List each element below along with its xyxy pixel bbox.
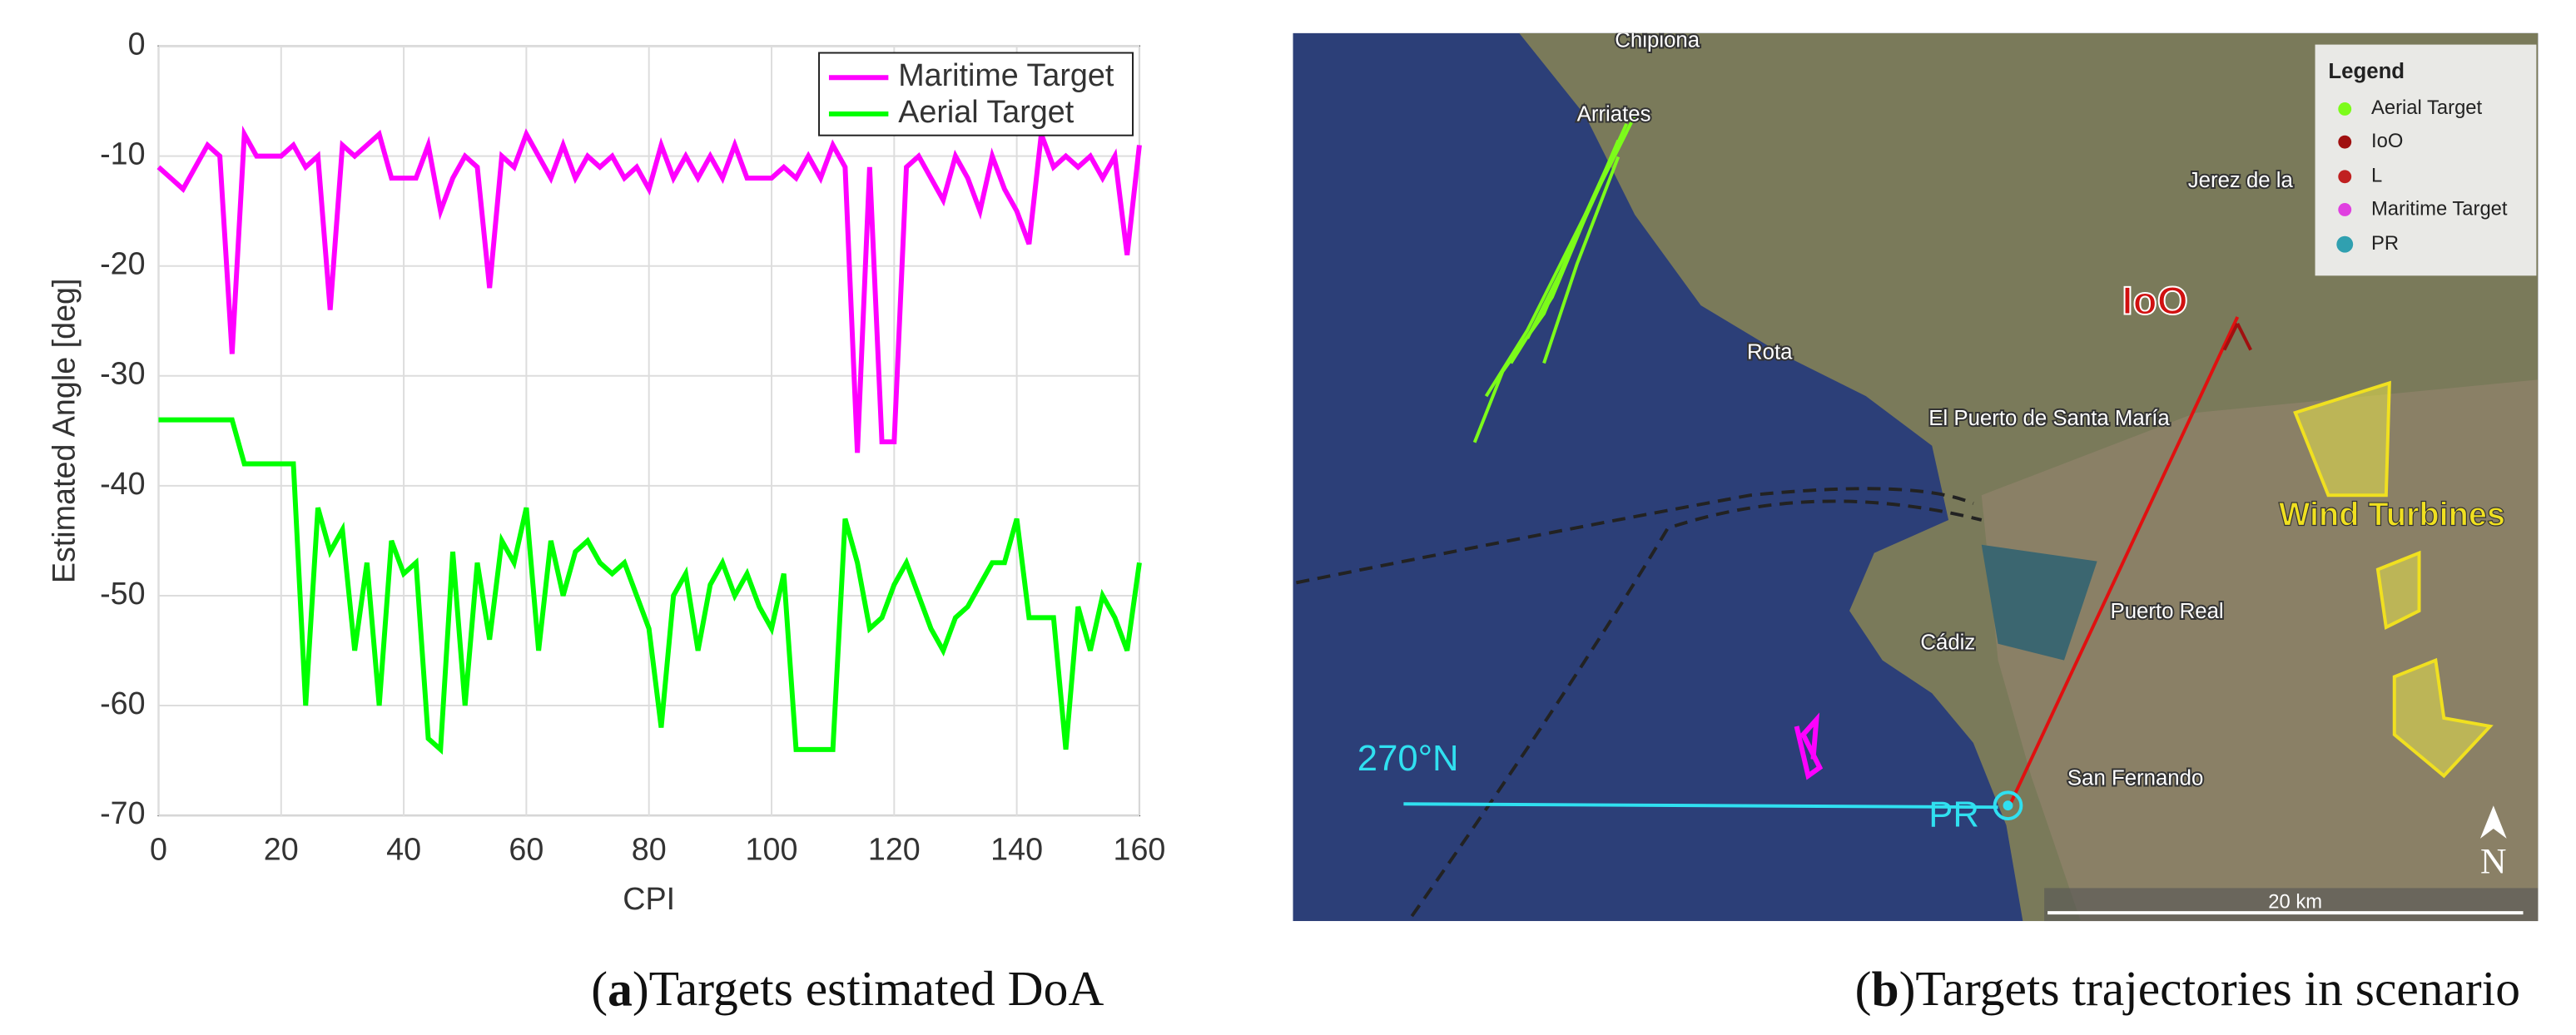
pr-marker bbox=[1993, 790, 2023, 821]
y-tick-label: -30 bbox=[100, 356, 145, 391]
legend-item: PR bbox=[2371, 232, 2399, 255]
route bbox=[1296, 487, 1974, 585]
caption-a: (a) bbox=[591, 961, 648, 1016]
place: San Fernando bbox=[2067, 766, 2203, 790]
pr-marker bbox=[2003, 800, 2013, 811]
y-tick-label: 0 bbox=[128, 27, 146, 62]
ioo-marker bbox=[2222, 322, 2252, 351]
chart: -70 -60 -50 -40 -30 -20 -10 0 0 20 40 60 80 100 120 140… bbox=[100, 27, 1165, 867]
legend-item: Maritime Target bbox=[2371, 197, 2508, 220]
legend-icon bbox=[2338, 102, 2352, 116]
legend-title: Legend bbox=[2328, 60, 2405, 83]
x-axis-label: CPI bbox=[623, 881, 675, 916]
scale-bg bbox=[2044, 888, 2539, 922]
ioo-label: IoO bbox=[2122, 280, 2187, 324]
x-tick-label: 80 bbox=[632, 832, 667, 867]
legend-icon bbox=[2338, 135, 2352, 149]
x-tick-label: 160 bbox=[1113, 832, 1165, 867]
route bbox=[1410, 499, 1983, 918]
place: Puerto Real bbox=[2111, 600, 2224, 623]
wind-area bbox=[2375, 550, 2421, 630]
north-label: N bbox=[2480, 842, 2507, 882]
place: Chipiona bbox=[1615, 28, 1700, 52]
legend-icon bbox=[2336, 235, 2354, 253]
bearing-label: 270°N bbox=[1357, 738, 1459, 779]
legend-icon bbox=[2338, 170, 2352, 184]
x-tick-label: 20 bbox=[264, 832, 299, 867]
wind-label: Wind Turbines bbox=[2279, 496, 2505, 532]
pr-label: PR bbox=[1928, 795, 1979, 835]
y-tick-label: -60 bbox=[100, 686, 145, 721]
legend-item: IoO bbox=[2371, 130, 2403, 152]
y-tick-label: -70 bbox=[100, 795, 145, 830]
y-tick-label: -50 bbox=[100, 576, 145, 611]
x-tick-label: 60 bbox=[509, 832, 543, 867]
legend-item: Aerial Target bbox=[2371, 97, 2483, 119]
scale-label: 20 km bbox=[2268, 891, 2322, 914]
legend-label: Maritime Target bbox=[898, 57, 1114, 92]
place: Jerez de la bbox=[2188, 169, 2294, 192]
caption-b: (b) bbox=[1855, 961, 1916, 1016]
legend-item: L bbox=[2371, 165, 2382, 187]
north-arrow bbox=[2479, 805, 2507, 839]
legend-label: Aerial Target bbox=[898, 94, 1074, 129]
baseline bbox=[2008, 316, 2240, 807]
caption-a-text: Targets estimated DoA bbox=[649, 961, 1104, 1016]
x-tick-label: 120 bbox=[868, 832, 921, 867]
bay bbox=[1981, 544, 2097, 661]
caption-label: b bbox=[1871, 961, 1898, 1016]
wind-area bbox=[2293, 380, 2391, 498]
y-tick-label: -40 bbox=[100, 466, 145, 501]
x-tick-label: 140 bbox=[990, 832, 1043, 867]
bearing-line bbox=[1403, 802, 1998, 810]
caption-b-text: Targets trajectories in scenario bbox=[1915, 961, 2520, 1016]
series-line bbox=[156, 125, 1142, 453]
x-tick-label: 0 bbox=[150, 832, 167, 867]
map-legend bbox=[2315, 44, 2537, 276]
legend bbox=[818, 52, 1134, 136]
caption-label: a bbox=[608, 961, 633, 1016]
x-tick-label: 40 bbox=[386, 832, 421, 867]
y-tick-label: -20 bbox=[100, 246, 145, 281]
x-tick-label: 100 bbox=[746, 832, 798, 867]
map: Chipiona Arriates Jerez de la Rota El Pu… bbox=[1293, 28, 2539, 922]
place: Arriates bbox=[1577, 103, 1651, 126]
place: El Puerto de Santa María bbox=[1928, 407, 2170, 430]
y-axis-label: Estimated Angle [deg] bbox=[46, 279, 81, 584]
place: Rota bbox=[1747, 340, 1793, 364]
legend-icon bbox=[2338, 203, 2352, 216]
land-south bbox=[1981, 379, 2539, 922]
series-line bbox=[158, 417, 1142, 755]
maritime-track bbox=[1794, 712, 1824, 780]
wind-area bbox=[2392, 657, 2494, 779]
y-tick-label: -10 bbox=[100, 136, 145, 171]
aerial-tracks bbox=[1472, 115, 1636, 443]
place: Cádiz bbox=[1920, 631, 1975, 655]
